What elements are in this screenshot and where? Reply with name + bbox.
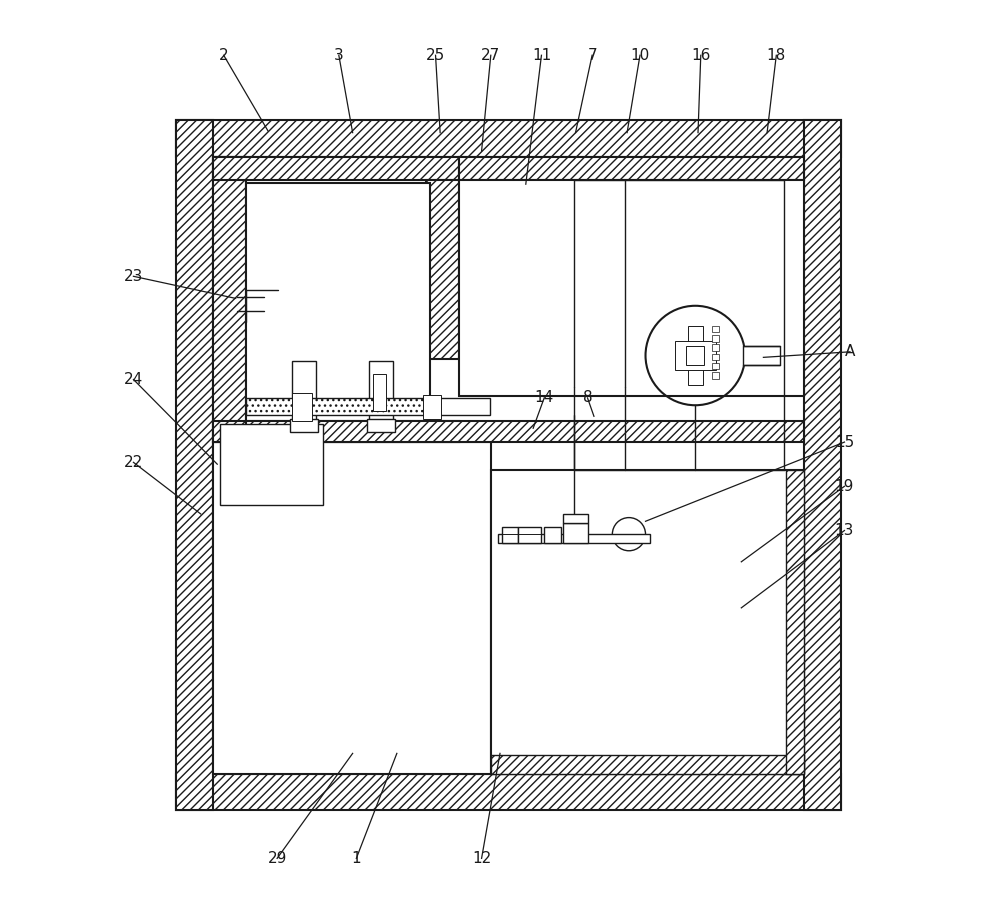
- Bar: [292, 361, 316, 421]
- Text: 18: 18: [767, 48, 786, 63]
- Bar: [675, 341, 716, 370]
- Bar: [290, 419, 318, 432]
- Bar: [213, 157, 459, 180]
- Bar: [373, 375, 386, 412]
- Bar: [423, 395, 441, 419]
- Bar: [502, 527, 518, 543]
- Bar: [176, 120, 841, 157]
- Text: 16: 16: [691, 48, 710, 63]
- Text: 1: 1: [352, 851, 361, 866]
- Text: 24: 24: [124, 372, 143, 387]
- Bar: [369, 361, 393, 421]
- Bar: [498, 534, 650, 543]
- Bar: [292, 393, 312, 421]
- Bar: [804, 120, 841, 810]
- Bar: [246, 183, 430, 421]
- Bar: [213, 157, 246, 442]
- Bar: [491, 470, 804, 774]
- Text: 3: 3: [334, 48, 344, 63]
- Bar: [712, 344, 719, 351]
- Bar: [426, 180, 459, 359]
- Text: 15: 15: [835, 435, 854, 449]
- Bar: [563, 514, 588, 523]
- Text: 2: 2: [219, 48, 229, 63]
- Bar: [563, 523, 588, 543]
- Bar: [712, 335, 719, 342]
- Text: 19: 19: [835, 479, 854, 494]
- Bar: [213, 157, 804, 774]
- Text: 23: 23: [124, 269, 143, 284]
- Bar: [459, 180, 804, 396]
- Bar: [544, 527, 561, 543]
- Text: 11: 11: [532, 48, 551, 63]
- Bar: [491, 755, 804, 774]
- Bar: [459, 157, 804, 180]
- Text: 8: 8: [583, 391, 592, 405]
- Bar: [786, 470, 804, 774]
- Text: 25: 25: [426, 48, 445, 63]
- Bar: [176, 774, 841, 810]
- Bar: [712, 354, 719, 360]
- Bar: [246, 421, 804, 442]
- Bar: [518, 527, 541, 543]
- Bar: [220, 424, 323, 505]
- Text: 7: 7: [587, 48, 597, 63]
- Bar: [213, 442, 491, 774]
- Bar: [712, 326, 719, 332]
- Bar: [743, 346, 780, 365]
- Text: 14: 14: [535, 391, 554, 405]
- Bar: [367, 419, 395, 432]
- Bar: [688, 326, 703, 385]
- Text: 27: 27: [481, 48, 500, 63]
- Bar: [246, 399, 430, 415]
- Text: 29: 29: [267, 851, 287, 866]
- Bar: [430, 399, 490, 415]
- Text: 12: 12: [472, 851, 491, 866]
- Text: 13: 13: [835, 523, 854, 538]
- Text: 10: 10: [630, 48, 650, 63]
- Text: A: A: [845, 344, 855, 359]
- Bar: [213, 421, 459, 442]
- Bar: [686, 346, 704, 365]
- Bar: [712, 372, 719, 379]
- Bar: [712, 363, 719, 369]
- Bar: [176, 120, 213, 810]
- Text: 22: 22: [124, 455, 143, 470]
